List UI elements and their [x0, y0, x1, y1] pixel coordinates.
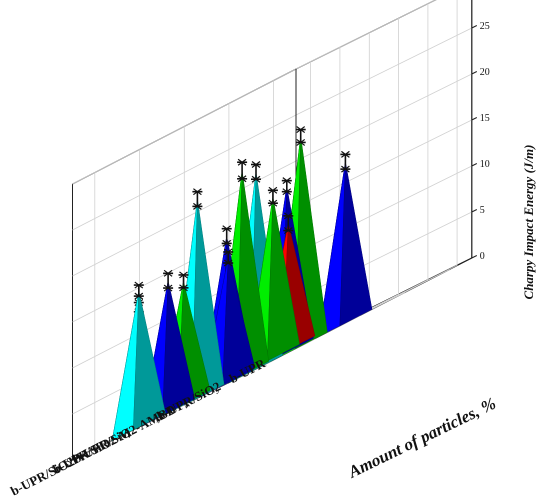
x-tick-label: 0 [64, 459, 76, 469]
z-tick-mark [471, 255, 478, 259]
error-marker [222, 225, 232, 233]
x-tick-labels: 0 1 2 3 4 5 [64, 387, 223, 469]
x-tick-label: 4 [181, 401, 193, 411]
pyramid-face-right [339, 161, 373, 327]
pyramid-face-right [133, 290, 166, 431]
error-marker [283, 212, 293, 220]
pyramid-face-right [222, 257, 256, 385]
pyramid-face-right [162, 280, 195, 416]
error-marker [223, 248, 233, 256]
error-marker [282, 177, 292, 185]
error-marker [163, 284, 173, 292]
z-tick-mark [471, 117, 478, 121]
z-tick-mark [471, 71, 478, 75]
pyramid-bar [111, 281, 166, 441]
error-marker [237, 158, 247, 166]
error-marker [282, 188, 292, 196]
error-marker [268, 199, 278, 207]
z-axis-title: Charpy Impact Energy (J/m) [521, 145, 536, 300]
pyramid-face-right [267, 196, 300, 362]
error-marker [134, 281, 144, 289]
error-marker [237, 175, 247, 183]
z-tick-label: 20 [480, 67, 490, 78]
error-marker [268, 186, 278, 194]
error-marker [296, 138, 306, 146]
z-tick-mark [471, 25, 478, 29]
z-tick-label: 5 [480, 205, 485, 216]
z-tick-mark [471, 209, 478, 213]
error-marker [179, 284, 188, 292]
error-marker [223, 259, 233, 267]
x-tick-label: 2 [122, 430, 134, 440]
x-tick-label: 3 [151, 416, 163, 426]
error-marker [134, 292, 144, 300]
category-tick-mark [91, 448, 96, 451]
x-axis-title: Amount of particles, % [345, 394, 499, 482]
pyramid-bar [318, 150, 373, 337]
error-marker [251, 161, 261, 168]
z-tick-label: 0 [480, 251, 485, 262]
right-back-wall [295, 0, 473, 346]
x-tick-label: 5 [210, 387, 222, 397]
category-label: b-UPR/SiO2-V [8, 447, 89, 498]
pyramid-bars [111, 126, 373, 441]
error-marker [193, 188, 202, 196]
error-marker [341, 165, 350, 173]
z-tick-labels: 0 5 10 15 20 25 30 [480, 21, 490, 262]
z-tick-label: 25 [480, 21, 490, 32]
x-tick-label: 1 [93, 445, 105, 455]
error-marker [222, 239, 232, 247]
error-marker [341, 150, 350, 158]
x-tick-mark [81, 452, 88, 456]
error-marker [251, 175, 261, 183]
z-tick-label: 10 [480, 159, 490, 170]
error-marker [283, 227, 293, 235]
error-marker [179, 271, 188, 279]
z-tick-label: 15 [480, 113, 490, 124]
error-marker [163, 269, 173, 277]
z-tick-mark [471, 163, 478, 167]
error-marker [296, 126, 306, 134]
error-marker [193, 202, 202, 210]
